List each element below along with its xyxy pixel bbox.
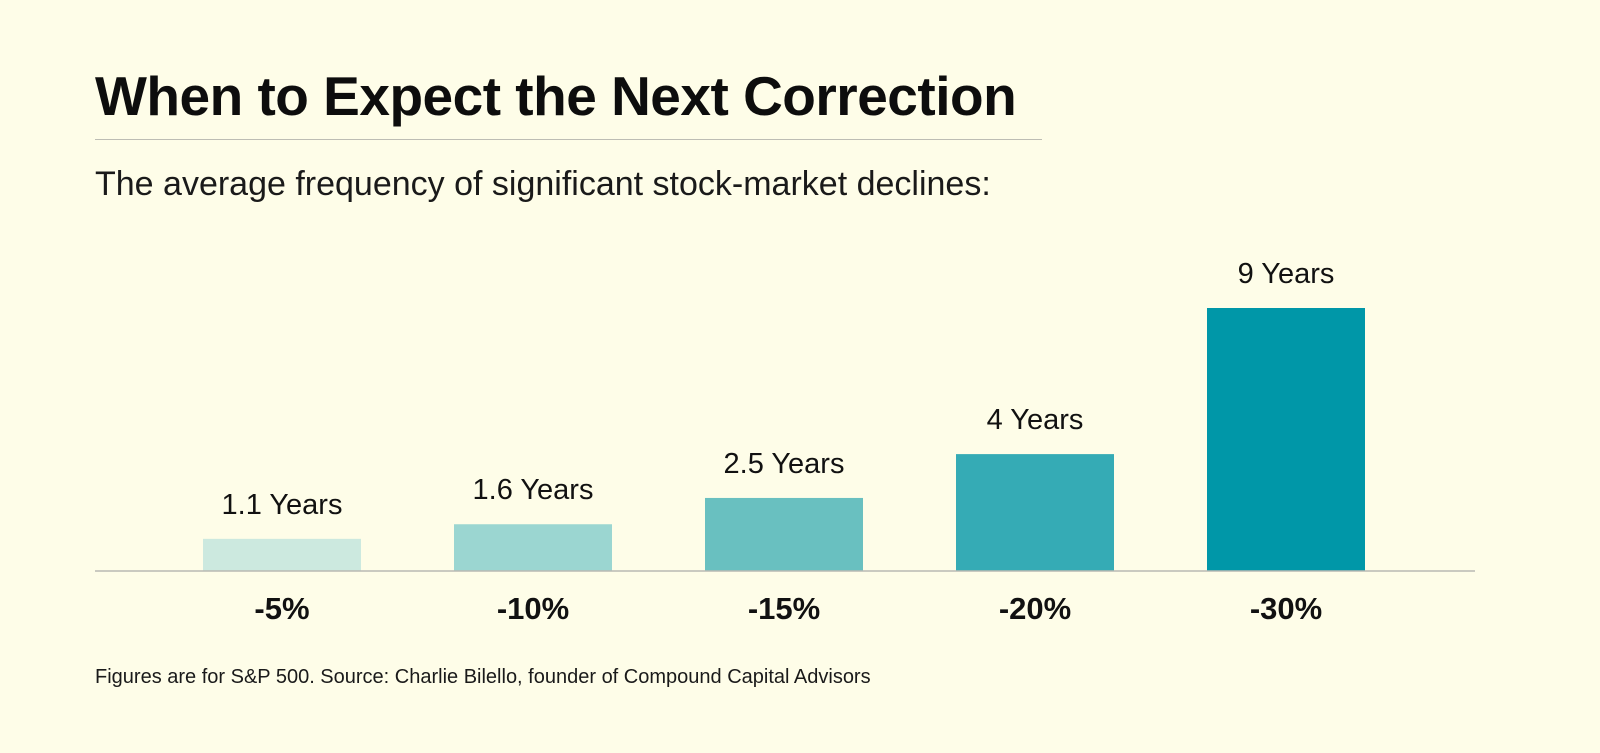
category-label-4: -20%	[999, 591, 1071, 626]
bar-3	[705, 497, 863, 571]
category-label-3: -15%	[748, 591, 820, 626]
data-label-3: 2.5 Years	[724, 448, 845, 480]
category-label-1: -5%	[254, 591, 309, 626]
data-labels-group: 1.1 Years 1.6 Years 2.5 Years 4 Years 9 Year…	[222, 258, 1335, 521]
category-labels-group: -5% -10% -15% -20% -30%	[254, 591, 1322, 626]
category-label-5: -30%	[1250, 591, 1322, 626]
title-divider	[95, 139, 1042, 140]
source-footnote: Figures are for S&P 500. Source: Charlie…	[95, 666, 871, 688]
bar-1	[203, 538, 361, 571]
data-label-1: 1.1 Years	[222, 489, 343, 521]
bar-5	[1207, 308, 1365, 571]
bar-2	[454, 524, 612, 571]
chart-title: When to Expect the Next Correction	[95, 65, 1017, 127]
data-label-4: 4 Years	[987, 404, 1084, 436]
chart-subtitle: The average frequency of significant sto…	[95, 165, 991, 203]
bars-group	[203, 308, 1365, 571]
data-label-2: 1.6 Years	[473, 474, 594, 506]
data-label-5: 9 Years	[1238, 258, 1335, 290]
bar-4	[956, 454, 1114, 571]
category-label-2: -10%	[497, 591, 569, 626]
